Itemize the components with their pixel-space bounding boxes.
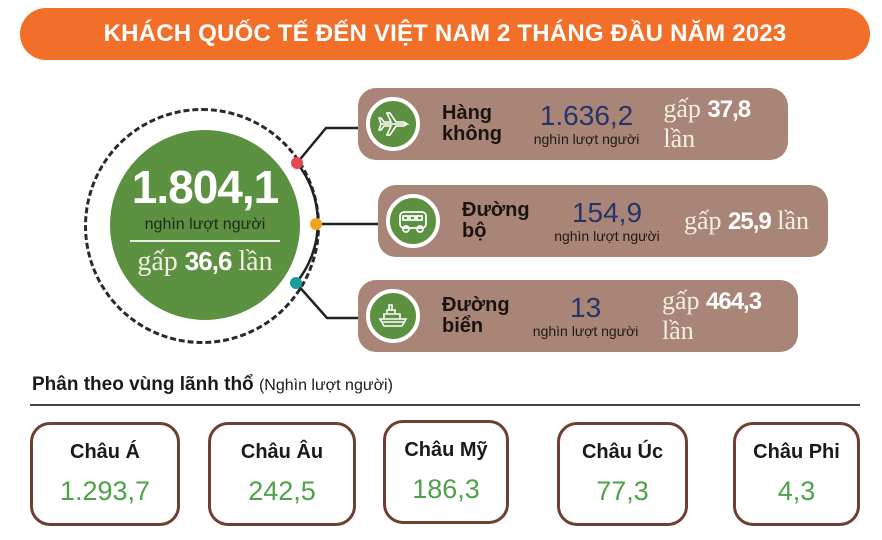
regions-unit: (Nghìn lượt người) xyxy=(258,377,393,394)
mode-growth: gấp 464,3 lần xyxy=(661,286,762,345)
region-box: Châu Âu 242,5 xyxy=(208,422,356,526)
mode-growth: gấp 25,9 lần xyxy=(684,206,810,235)
region-box: Châu Mỹ 186,3 xyxy=(383,420,509,524)
total-value: 1.804,1 xyxy=(131,161,279,213)
mode-card-sea: Đường biển 13 nghìn lượt người gấp 464,3 l… xyxy=(358,280,798,352)
total-circle: 1.804,1 nghìn lượt người gấp 36,6 lần xyxy=(110,130,300,320)
dot-air xyxy=(291,157,303,169)
mode-unit: nghìn lượt người xyxy=(554,228,660,244)
gap-prefix: gấp xyxy=(137,246,178,277)
airplane-icon xyxy=(366,97,420,151)
bus-icon xyxy=(386,194,440,248)
region-box: Châu Phi 4,3 xyxy=(733,422,860,526)
gap-value: 36,6 xyxy=(184,246,233,276)
total-growth: gấp 36,6 lần xyxy=(110,246,300,278)
mode-unit: nghìn lượt người xyxy=(533,131,640,147)
mode-growth: gấp 37,8 lần xyxy=(663,94,751,153)
dot-road xyxy=(310,218,322,230)
region-box: Châu Á 1.293,7 xyxy=(30,422,180,526)
mode-name: Đường bộ xyxy=(462,199,530,242)
divider xyxy=(130,240,280,242)
mode-card-road: Đường bộ 154,9 nghìn lượt người gấp 25,9 l… xyxy=(378,185,828,257)
dot-sea xyxy=(290,277,302,289)
gap-suffix: lần xyxy=(238,246,273,277)
mode-card-air: Hàng không 1.636,2 nghìn lượt người gấp 37… xyxy=(358,88,788,160)
mode-name: Đường biển xyxy=(442,294,510,337)
divider xyxy=(30,404,860,406)
mode-unit: nghìn lượt người xyxy=(532,323,639,339)
mode-value: 13 xyxy=(570,292,602,323)
mode-value: 1.636,2 xyxy=(539,100,634,131)
mode-name: Hàng không xyxy=(442,102,502,145)
region-box: Châu Úc 77,3 xyxy=(557,422,688,526)
ship-icon xyxy=(366,289,420,343)
page-title: KHÁCH QUỐC TẾ ĐẾN VIỆT NAM 2 THÁNG ĐẦU N… xyxy=(20,8,870,60)
total-unit: nghìn lượt người xyxy=(144,216,266,233)
mode-value: 154,9 xyxy=(571,197,643,228)
regions-heading: Phân theo vùng lãnh thổ (Nghìn lượt ngườ… xyxy=(32,374,393,395)
